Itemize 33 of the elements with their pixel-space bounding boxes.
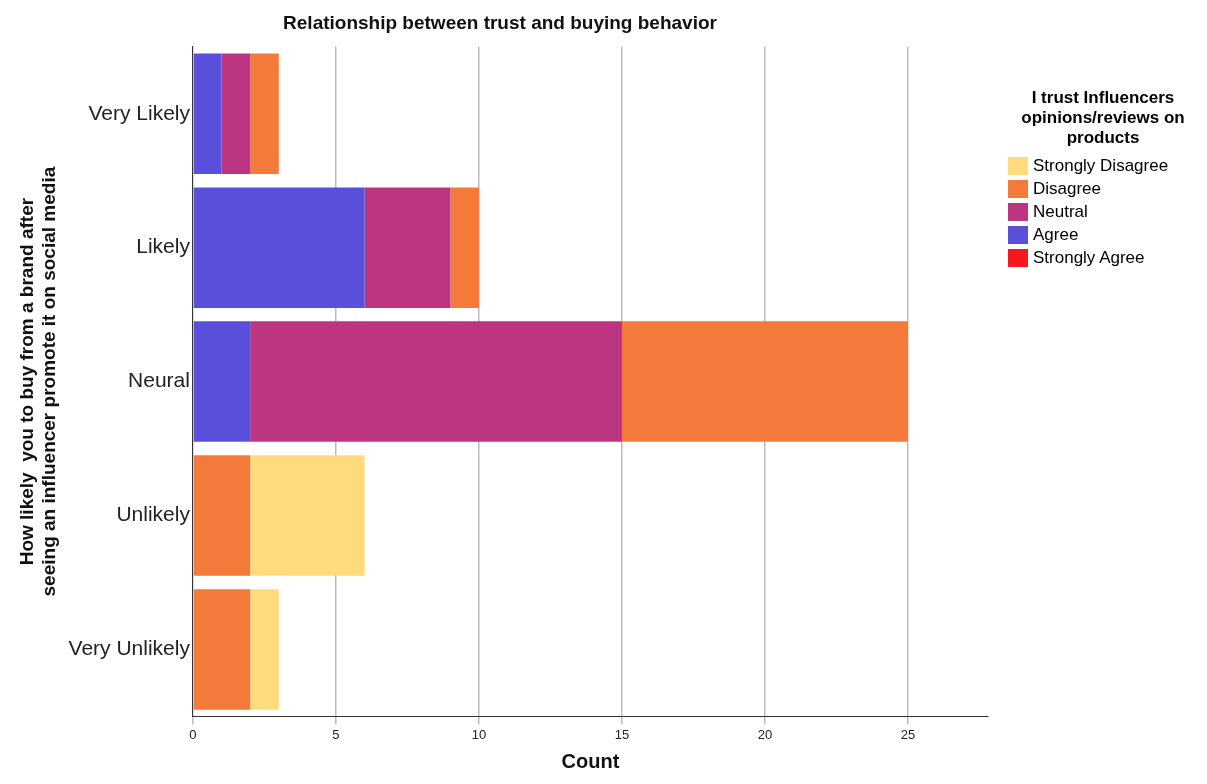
- legend-label: Strongly Disagree: [1033, 156, 1169, 176]
- bar: [193, 321, 251, 442]
- legend-title: I trust Influencers opinions/reviews on products: [1020, 88, 1186, 148]
- bar: [250, 321, 622, 442]
- bar: [193, 589, 251, 710]
- y-tick-label: Neural: [128, 368, 190, 392]
- y-tick-label: Very Unlikely: [68, 636, 191, 660]
- legend-label: Neutral: [1033, 202, 1088, 222]
- x-tick-label: 0: [189, 726, 197, 742]
- bar: [193, 455, 251, 576]
- legend-label: Strongly Agree: [1033, 248, 1145, 268]
- y-tick-label: Likely: [136, 234, 191, 258]
- bar: [450, 187, 479, 308]
- x-tick-label: 10: [471, 726, 487, 742]
- legend-label: Agree: [1033, 225, 1079, 245]
- y-tick-label: Very Likely: [88, 100, 191, 124]
- y-tick-label: Unlikely: [116, 502, 191, 526]
- x-tick-label: 15: [614, 726, 630, 742]
- bar: [621, 321, 908, 442]
- bar: [250, 589, 279, 710]
- x-tick-label: 25: [900, 726, 916, 742]
- bar: [250, 455, 365, 576]
- x-tick-label: 20: [757, 726, 773, 742]
- x-tick-label: 5: [332, 726, 340, 742]
- bar: [250, 53, 279, 175]
- chart-title: Relationship between trust and buying behavior: [283, 11, 718, 33]
- x-axis-title: Count: [561, 749, 620, 772]
- legend-label: Disagree: [1033, 179, 1102, 199]
- bar: [193, 53, 222, 175]
- bar: [193, 187, 365, 308]
- y-axis-title: How likely you to buy from a brand after seeing an influencer promote it on social media: [15, 166, 60, 597]
- bar: [364, 187, 451, 308]
- bar: [221, 53, 251, 175]
